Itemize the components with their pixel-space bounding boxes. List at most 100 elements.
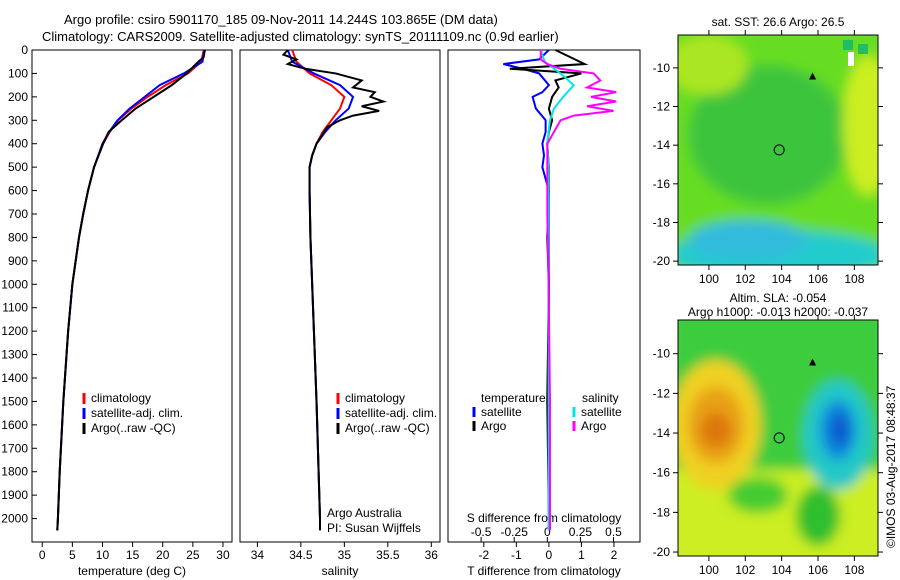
temperature-x-tick-label: 25: [186, 548, 200, 562]
depth-tick-label: 1900: [1, 488, 28, 502]
temperature-x-axis-label: temperature (deg C): [78, 564, 186, 578]
depth-tick-label: 700: [8, 207, 28, 221]
copyright-label: ©IMOS 03-Aug-2017 08:48:37: [884, 385, 898, 548]
legend-swatch-logo: [843, 40, 853, 50]
lon-tick-label: 102: [735, 563, 755, 577]
lat-tick-label: -16: [653, 177, 671, 191]
lat-tick-label: -20: [653, 545, 671, 559]
figure-title: Argo profile: csiro 5901170_185 09-Nov-2…: [64, 12, 498, 27]
salinity-x-tick-label: 35: [338, 548, 352, 562]
legend-label: Argo: [581, 419, 607, 433]
difference-x-tick-label: 0: [546, 548, 553, 562]
depth-tick-label: 100: [8, 66, 28, 80]
difference-x-axis-label: T difference from climatology: [467, 564, 621, 578]
lat-tick-label: -20: [653, 254, 671, 268]
difference-x-tick-label: -1: [511, 548, 522, 562]
depth-tick-label: 1400: [1, 371, 28, 385]
depth-tick-label: 800: [8, 230, 28, 244]
lon-tick-label: 102: [735, 272, 755, 286]
lon-tick-label: 106: [808, 563, 828, 577]
depth-tick-label: 500: [8, 160, 28, 174]
legend-label: climatology: [91, 391, 151, 405]
series-line-argoraw: [281, 49, 388, 531]
series-line-t-argo: [509, 49, 589, 531]
legend-label: satellite: [481, 405, 522, 419]
legend-label: satellite-adj. clim.: [345, 406, 437, 420]
lat-tick-label: -18: [653, 505, 671, 519]
s-diff-axis-label: S difference from climatology: [467, 511, 622, 525]
difference-x-tick-label: 2: [611, 548, 618, 562]
depth-tick-label: 600: [8, 184, 28, 198]
depth-tick-label: 2000: [1, 512, 28, 526]
depth-tick-label: 200: [8, 90, 28, 104]
s-diff-tick-label: 0.5: [605, 525, 622, 539]
depth-tick-label: 300: [8, 113, 28, 127]
temperature-x-tick-label: 0: [39, 548, 46, 562]
island-marker: ▲: [807, 355, 819, 369]
salinity-x-tick-label: 34.5: [289, 548, 313, 562]
field-region: [831, 414, 849, 446]
lon-tick-label: 104: [772, 272, 792, 286]
legend-label: satellite: [581, 405, 622, 419]
lat-tick-label: -18: [653, 215, 671, 229]
lat-tick-label: -10: [653, 61, 671, 75]
sla-map-frame: [677, 319, 879, 557]
lon-tick-label: 100: [699, 563, 719, 577]
sst-map-title: sat. SST: 26.6 Argo: 26.5: [712, 15, 845, 29]
series-line-climatology: [56, 49, 205, 531]
sst-map-field: [678, 35, 878, 265]
sla-map-subtitle: Argo h1000: -0.013 h2000: -0.037: [688, 305, 868, 319]
depth-tick-label: 1000: [1, 277, 28, 291]
field-region: [796, 486, 840, 546]
profile-position-marker: [773, 432, 785, 444]
temperature-x-tick-label: 15: [126, 548, 140, 562]
depth-tick-label: 1700: [1, 441, 28, 455]
depth-tick-label: 1500: [1, 394, 28, 408]
series-line-t-satellite: [503, 49, 551, 531]
legend-label: Argo(..raw -QC): [345, 421, 430, 435]
series-line-s-argo: [539, 50, 617, 531]
depth-tick-label: 400: [8, 137, 28, 151]
sla-map-field: [678, 320, 878, 556]
temperature-x-tick-label: 20: [156, 548, 170, 562]
annotation-text: PI: Susan Wijffels: [327, 521, 421, 535]
legend-label: satellite-adj. clim.: [91, 406, 183, 420]
series-line-s-satellite: [539, 49, 576, 531]
legend-swatch-logo: [858, 44, 868, 54]
annotation-text: Argo Australia: [327, 506, 402, 520]
series-line-satellite-adj: [56, 49, 206, 531]
s-diff-tick-label: 0: [544, 525, 551, 539]
logo-mark: [848, 52, 854, 66]
field-region: [678, 35, 748, 95]
salinity-x-tick-label: 36: [425, 548, 439, 562]
lat-tick-label: -16: [653, 466, 671, 480]
lon-tick-label: 100: [699, 272, 719, 286]
legend-salinity-title: salinity: [582, 391, 619, 405]
lon-tick-label: 108: [844, 563, 864, 577]
lat-tick-label: -12: [653, 100, 671, 114]
figure-subtitle: Climatology: CARS2009. Satellite-adjuste…: [42, 29, 559, 44]
depth-tick-label: 0: [21, 43, 28, 57]
temperature-x-tick-label: 30: [216, 548, 230, 562]
sla-map-title: Altim. SLA: -0.054: [730, 291, 827, 305]
salinity-axes-frame: [239, 49, 441, 543]
profile-position-marker: [773, 144, 785, 156]
legend-label: climatology: [345, 391, 405, 405]
island-marker: ▲: [807, 68, 819, 82]
series-line-satellite-adj: [286, 49, 355, 531]
depth-tick-label: 900: [8, 254, 28, 268]
lat-tick-label: -14: [653, 138, 671, 152]
field-region: [688, 220, 808, 260]
lat-tick-label: -12: [653, 386, 671, 400]
lon-tick-label: 106: [808, 272, 828, 286]
depth-tick-label: 1200: [1, 324, 28, 338]
lat-tick-label: -14: [653, 426, 671, 440]
temperature-x-tick-label: 5: [69, 548, 76, 562]
sst-map: 100 102 104 106 108 -10 -12 -14 -16 -18 -20 ▲: [653, 30, 883, 286]
field-region: [843, 55, 878, 195]
lon-tick-label: 108: [844, 272, 864, 286]
depth-tick-label: 1300: [1, 348, 28, 362]
lon-tick-label: 104: [772, 563, 792, 577]
